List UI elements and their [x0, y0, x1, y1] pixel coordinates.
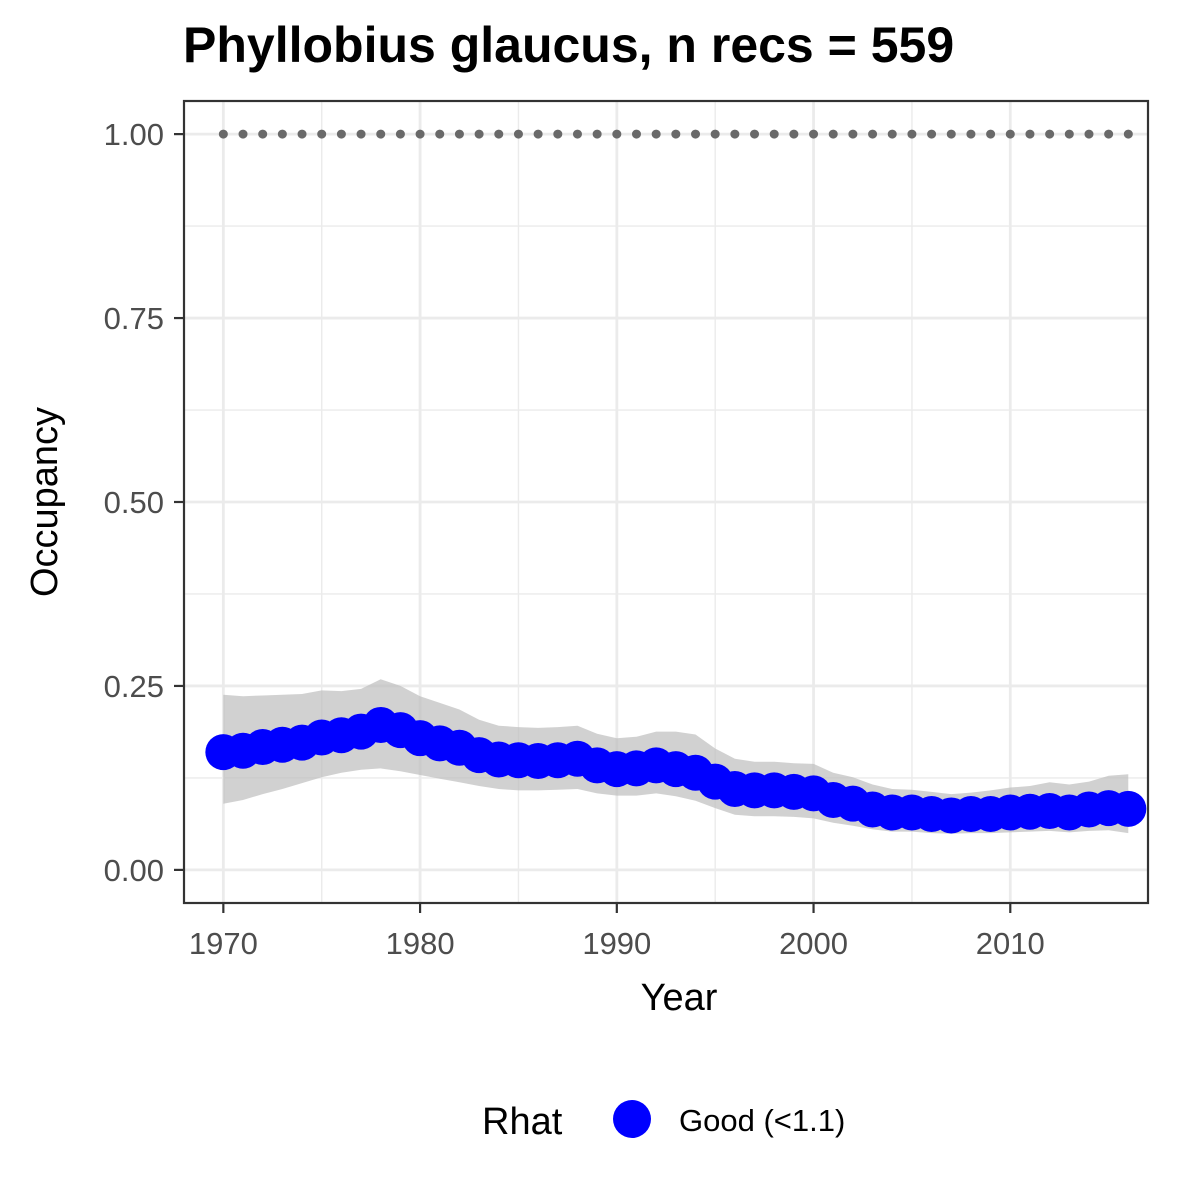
- reference-point: [336, 129, 346, 139]
- legend-label-good: Good (<1.1): [679, 1103, 845, 1138]
- reference-point: [966, 129, 976, 139]
- reference-point: [710, 129, 720, 139]
- reference-point: [376, 129, 386, 139]
- reference-point: [1064, 129, 1074, 139]
- reference-point: [572, 129, 582, 139]
- reference-point: [651, 129, 661, 139]
- y-tick-label: 0.75: [104, 301, 164, 336]
- reference-point: [750, 129, 760, 139]
- y-tick-label: 0.50: [104, 485, 164, 520]
- x-tick-label: 2000: [779, 926, 848, 961]
- reference-point: [868, 129, 878, 139]
- reference-point: [494, 129, 504, 139]
- x-tick-label: 1980: [386, 926, 455, 961]
- reference-point: [927, 129, 937, 139]
- reference-point: [317, 129, 327, 139]
- reference-point: [435, 129, 445, 139]
- occupancy-series-layer: [205, 706, 1147, 834]
- reference-point: [1005, 129, 1015, 139]
- reference-point: [612, 129, 622, 139]
- reference-point: [848, 129, 858, 139]
- reference-point: [218, 129, 228, 139]
- reference-point: [887, 129, 897, 139]
- legend: Rhat Good (<1.1): [482, 1100, 845, 1143]
- x-axis: 1970 1980 1990 2000 2010: [189, 903, 1045, 961]
- reference-point: [513, 129, 523, 139]
- x-tick-label: 2010: [976, 926, 1045, 961]
- reference-point: [356, 129, 366, 139]
- x-tick-label: 1970: [189, 926, 258, 961]
- reference-point: [828, 129, 838, 139]
- reference-point: [258, 129, 268, 139]
- y-tick-label: 0.00: [104, 853, 164, 888]
- occupancy-point: [1110, 790, 1147, 827]
- reference-line-layer: [218, 129, 1133, 139]
- y-tick-label: 0.25: [104, 669, 164, 704]
- reference-point: [631, 129, 641, 139]
- chart-title: Phyllobius glaucus, n recs = 559: [183, 17, 954, 73]
- y-axis: 0.00 0.25 0.50 0.75 1.00: [104, 117, 184, 888]
- reference-point: [395, 129, 405, 139]
- reference-point: [474, 129, 484, 139]
- x-axis-title: Year: [641, 977, 718, 1019]
- reference-point: [769, 129, 779, 139]
- legend-title: Rhat: [482, 1101, 563, 1143]
- reference-point: [907, 129, 917, 139]
- reference-point: [671, 129, 681, 139]
- legend-key-good: [613, 1100, 651, 1138]
- reference-point: [691, 129, 701, 139]
- reference-point: [1123, 129, 1133, 139]
- reference-point: [592, 129, 602, 139]
- reference-point: [1084, 129, 1094, 139]
- reference-point: [553, 129, 563, 139]
- reference-point: [1104, 129, 1114, 139]
- reference-point: [277, 129, 287, 139]
- reference-point: [789, 129, 799, 139]
- reference-point: [238, 129, 248, 139]
- reference-point: [809, 129, 819, 139]
- y-axis-title: Occupancy: [24, 407, 66, 597]
- y-tick-label: 1.00: [104, 117, 164, 152]
- reference-point: [415, 129, 425, 139]
- reference-point: [946, 129, 956, 139]
- reference-point: [986, 129, 996, 139]
- reference-point: [297, 129, 307, 139]
- reference-point: [1025, 129, 1035, 139]
- reference-point: [533, 129, 543, 139]
- reference-point: [730, 129, 740, 139]
- x-tick-label: 1990: [582, 926, 651, 961]
- reference-point: [1045, 129, 1055, 139]
- reference-point: [454, 129, 464, 139]
